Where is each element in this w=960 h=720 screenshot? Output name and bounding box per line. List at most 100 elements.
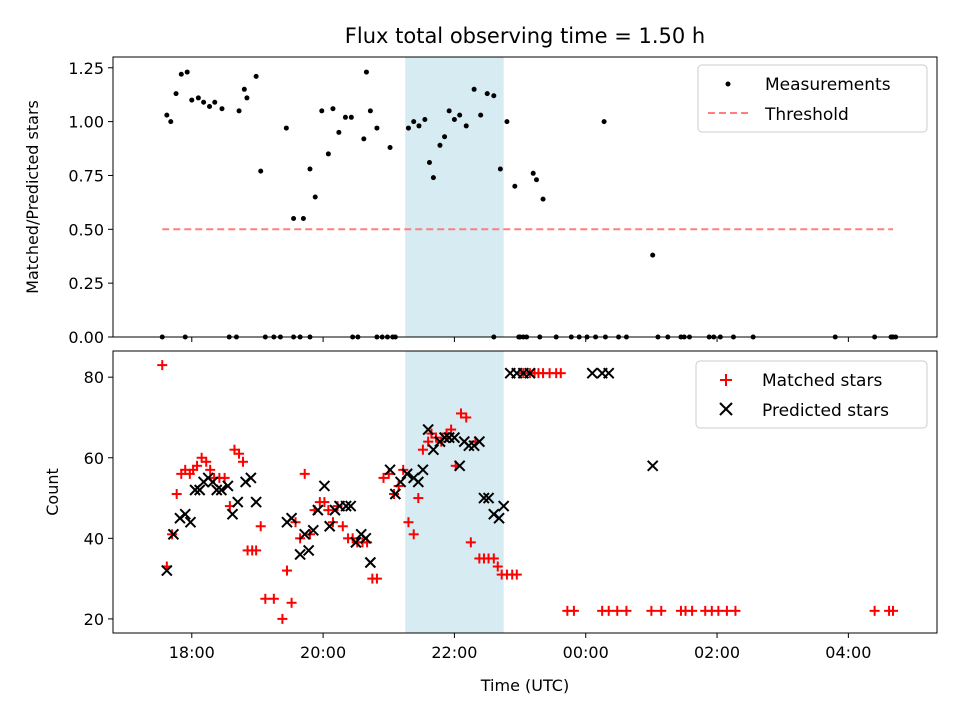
predicted-star-point xyxy=(401,468,413,480)
matched-star-point xyxy=(488,553,499,564)
matched-star-point xyxy=(511,569,522,580)
measurement-point xyxy=(437,142,443,148)
bottom-shaded-span xyxy=(405,351,504,633)
predicted-star-point xyxy=(179,508,191,520)
measurement-point xyxy=(512,183,518,189)
measurement-point xyxy=(312,194,318,200)
measurement-point xyxy=(430,175,436,181)
matched-star-point xyxy=(621,605,632,616)
bottom-x-tick-label: 04:00 xyxy=(825,643,871,662)
bottom-x-tick-label: 18:00 xyxy=(169,643,215,662)
matched-star-point xyxy=(408,529,419,540)
measurement-point xyxy=(168,119,174,125)
predicted-star-point xyxy=(307,524,319,536)
predicted-star-point xyxy=(384,464,396,476)
matched-star-point xyxy=(612,605,623,616)
matched-star-point xyxy=(201,456,212,467)
predicted-star-point xyxy=(478,492,490,504)
predicted-star-point xyxy=(360,532,372,545)
measurement-point xyxy=(463,123,469,129)
bottom-x-tick-label: 22:00 xyxy=(431,643,477,662)
predicted-star-point xyxy=(394,476,407,488)
measurement-point xyxy=(471,86,477,92)
measurement-point xyxy=(411,119,417,125)
matched-star-point xyxy=(238,456,249,467)
top-x-ticks xyxy=(191,337,849,342)
measurement-point xyxy=(367,108,373,114)
bottom-y-ticks: 20 40 60 80 xyxy=(84,368,113,629)
bottom-axes-frame xyxy=(112,350,938,634)
top-y-tick-label: 1.25 xyxy=(68,59,104,78)
predicted-star-point xyxy=(222,480,234,492)
predicted-star-point xyxy=(245,472,257,484)
matched-star-point xyxy=(251,545,262,556)
measurement-point xyxy=(497,166,503,172)
measurement-point xyxy=(491,93,497,99)
measurement-point xyxy=(258,168,264,174)
predicted-star-point xyxy=(524,367,536,379)
matched-star-point xyxy=(555,368,566,379)
predicted-star-point xyxy=(364,556,377,569)
measurement-point xyxy=(330,106,336,112)
predicted-star-point xyxy=(302,544,315,557)
predicted-star-point xyxy=(603,367,615,379)
matched-star-point xyxy=(417,444,428,455)
matched-star-point xyxy=(465,537,476,548)
bottom-x-tick-label: 00:00 xyxy=(563,643,609,662)
predicted-star-point xyxy=(412,476,425,488)
measurement-point xyxy=(241,86,247,92)
predicted-star-point xyxy=(448,431,461,444)
measurement-point xyxy=(300,216,306,222)
matched-star-point xyxy=(730,605,741,616)
predicted-star-point xyxy=(438,431,451,444)
matched-star-point xyxy=(378,472,389,483)
top-y-tick-label: 0.75 xyxy=(68,166,104,185)
predicted-star-point xyxy=(226,508,239,520)
matched-star-point xyxy=(446,424,457,435)
matched-star-point xyxy=(234,448,245,459)
matched-star-point xyxy=(219,472,230,483)
predicted-star-point xyxy=(417,464,429,476)
measurement-point xyxy=(195,95,201,101)
predicted-star-point xyxy=(193,484,206,496)
measurement-point xyxy=(457,112,463,118)
predicted-star-point xyxy=(184,516,197,528)
predicted-star-point xyxy=(312,504,324,516)
bottom-x-tick-label: 02:00 xyxy=(694,643,740,662)
predicted-star-point xyxy=(646,460,659,472)
matched-star-point xyxy=(337,521,348,532)
matched-star-point xyxy=(687,605,698,616)
predicted-star-point xyxy=(340,500,352,512)
matched-star-point xyxy=(323,505,334,516)
matched-star-point xyxy=(888,605,899,616)
measurement-point xyxy=(540,196,546,202)
bottom-y-tick-label: 40 xyxy=(84,529,104,548)
predicted-star-point xyxy=(285,512,298,524)
measurement-point xyxy=(244,95,250,101)
predicted-star-point xyxy=(323,520,336,532)
legend-predicted-marker xyxy=(719,402,733,416)
measurement-point xyxy=(219,106,225,112)
measurement-point xyxy=(325,151,331,157)
top-y-tick-label: 0.50 xyxy=(68,220,104,239)
matched-star-point xyxy=(646,605,657,616)
top-y-ticks: 0.00 0.25 0.50 0.75 1.00 1.25 xyxy=(68,59,113,347)
predicted-star-point xyxy=(294,548,306,561)
predicted-star-point xyxy=(344,500,357,512)
measurement-point xyxy=(484,91,490,97)
bottom-y-tick-label: 60 xyxy=(84,449,104,468)
predicted-star-point xyxy=(299,528,311,541)
bottom-legend: Matched stars Predicted stars xyxy=(695,360,928,429)
measurement-point xyxy=(189,97,195,103)
matched-star-point xyxy=(299,468,310,479)
measurement-point xyxy=(451,116,457,122)
bottom-x-ticks: 18:00 20:00 22:00 00:00 02:00 04:00 xyxy=(169,633,871,662)
top-shaded-span xyxy=(405,57,504,337)
measurement-point xyxy=(173,91,179,97)
predicted-star-point xyxy=(167,528,180,541)
measurement-point xyxy=(478,112,484,118)
predicted-star-point xyxy=(215,484,228,496)
matched-star-point xyxy=(205,464,216,475)
predicted-star-point xyxy=(473,435,486,448)
